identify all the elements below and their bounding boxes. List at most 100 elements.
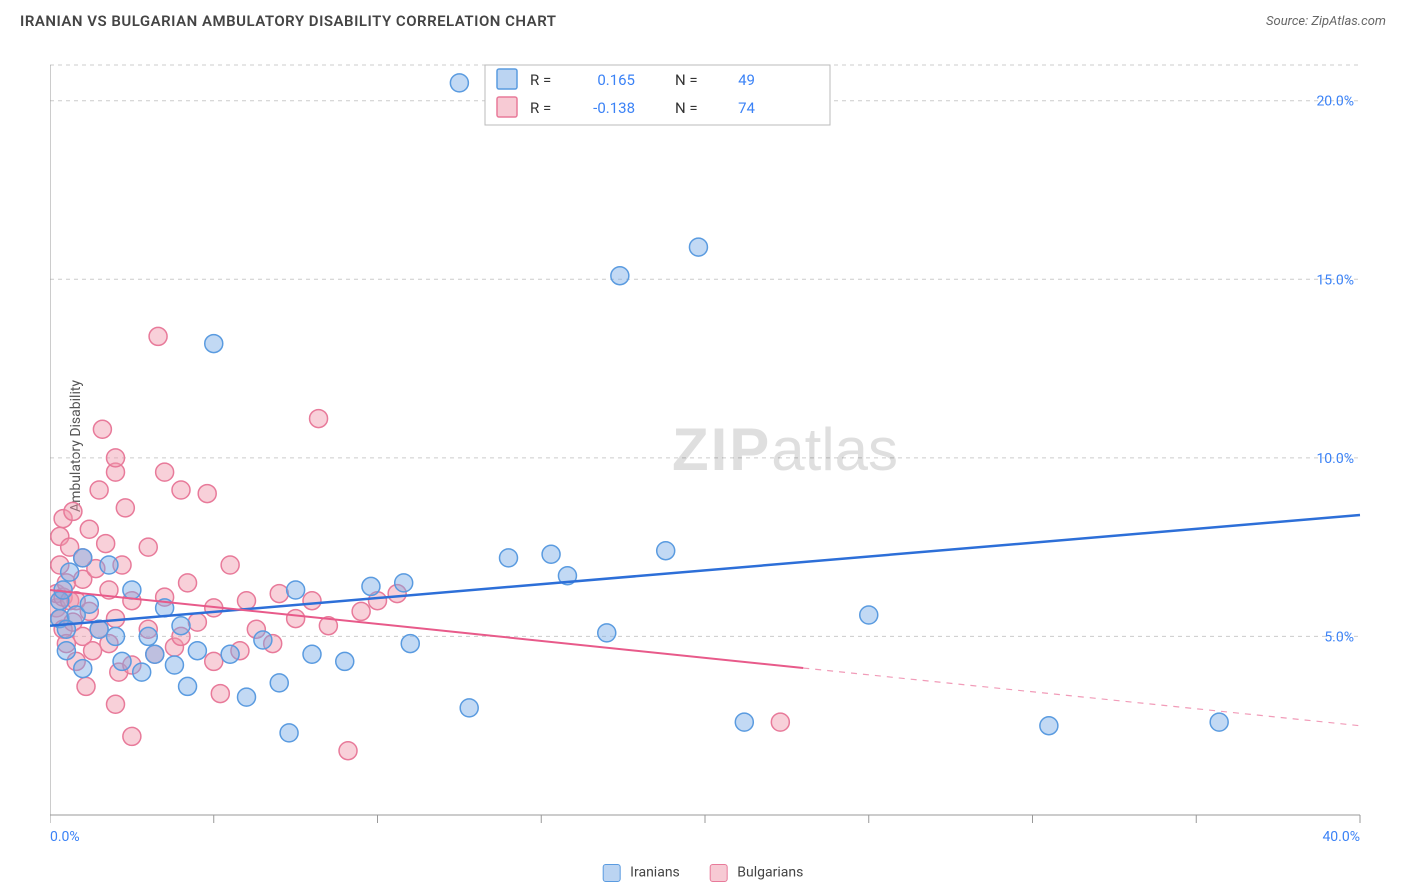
data-point	[352, 602, 370, 620]
data-point	[107, 449, 125, 467]
data-point	[205, 335, 223, 353]
data-point	[221, 645, 239, 663]
legend-item-bulgarians: Bulgarians	[710, 864, 804, 882]
legend-r-value: -0.138	[593, 99, 635, 117]
data-point	[657, 542, 675, 560]
chart-title: IRANIAN VS BULGARIAN AMBULATORY DISABILI…	[20, 12, 556, 30]
data-point	[146, 645, 164, 663]
data-point	[611, 267, 629, 285]
data-point	[80, 595, 98, 613]
data-point	[64, 502, 82, 520]
data-point	[310, 410, 328, 428]
data-point	[100, 556, 118, 574]
data-point	[188, 642, 206, 660]
data-point	[107, 695, 125, 713]
data-point	[133, 663, 151, 681]
data-point	[84, 642, 102, 660]
data-point	[74, 549, 92, 567]
data-point	[188, 613, 206, 631]
legend-swatch-icon	[497, 69, 517, 89]
data-point	[362, 577, 380, 595]
data-point	[139, 538, 157, 556]
swatch-pink-icon	[710, 864, 728, 882]
data-point	[74, 660, 92, 678]
data-point	[149, 327, 167, 345]
legend-r-label: R =	[530, 71, 551, 89]
data-point	[77, 677, 95, 695]
trend-line	[50, 515, 1360, 626]
bottom-legend: Iranians Bulgarians	[603, 864, 804, 882]
data-point	[401, 635, 419, 653]
data-point	[771, 713, 789, 731]
ytick-label: 15.0%	[1316, 272, 1354, 288]
data-point	[123, 581, 141, 599]
source-label: Source: ZipAtlas.com	[1266, 14, 1386, 29]
scatter-plot: 5.0% 10.0% 15.0% 20.0% 0.0% 40.0% ZIPatlas R = 0…	[50, 55, 1386, 842]
data-point	[198, 485, 216, 503]
data-point	[238, 688, 256, 706]
data-point	[254, 631, 272, 649]
data-point	[116, 499, 134, 517]
data-point	[500, 549, 518, 567]
data-point	[287, 610, 305, 628]
legend-r-label: R =	[530, 99, 551, 117]
data-point	[205, 652, 223, 670]
ytick-label: 5.0%	[1324, 629, 1354, 645]
legend-r-value: 0.165	[597, 71, 635, 89]
data-point	[270, 674, 288, 692]
data-point	[303, 645, 321, 663]
data-point	[172, 617, 190, 635]
data-point	[336, 652, 354, 670]
data-point	[179, 677, 197, 695]
data-point	[598, 624, 616, 642]
data-point	[139, 627, 157, 645]
data-point	[542, 545, 560, 563]
data-point	[303, 592, 321, 610]
data-point	[1040, 717, 1058, 735]
legend-swatch-icon	[497, 97, 517, 117]
data-point	[460, 699, 478, 717]
data-point	[221, 556, 239, 574]
legend-n-label: N =	[675, 71, 698, 89]
data-point	[123, 727, 141, 745]
data-point	[287, 581, 305, 599]
data-point	[395, 574, 413, 592]
data-point	[113, 652, 131, 670]
xtick-label: 0.0%	[50, 829, 80, 842]
data-point	[238, 592, 256, 610]
data-point	[80, 520, 98, 538]
data-point	[450, 74, 468, 92]
legend-n-label: N =	[675, 99, 698, 117]
data-point	[1210, 713, 1228, 731]
ytick-label: 20.0%	[1316, 94, 1354, 110]
legend-label-iranians: Iranians	[630, 865, 680, 881]
data-point	[179, 574, 197, 592]
swatch-blue-icon	[603, 864, 621, 882]
legend-n-value: 74	[738, 99, 755, 117]
data-point	[107, 627, 125, 645]
header: IRANIAN VS BULGARIAN AMBULATORY DISABILI…	[0, 0, 1406, 38]
ytick-label: 10.0%	[1316, 451, 1354, 467]
legend-n-value: 49	[738, 71, 755, 89]
chart-area: 5.0% 10.0% 15.0% 20.0% 0.0% 40.0% ZIPatlas R = 0…	[50, 55, 1386, 842]
data-point	[270, 585, 288, 603]
trend-line-dashed	[803, 668, 1360, 726]
data-point	[97, 535, 115, 553]
data-point	[90, 481, 108, 499]
data-point	[689, 238, 707, 256]
data-point	[172, 481, 190, 499]
data-point	[57, 642, 75, 660]
watermark: ZIPatlas	[672, 416, 898, 483]
data-point	[165, 656, 183, 674]
data-point	[339, 742, 357, 760]
xtick-label: 40.0%	[1322, 829, 1360, 842]
legend-label-bulgarians: Bulgarians	[737, 865, 803, 881]
data-point	[61, 563, 79, 581]
data-point	[860, 606, 878, 624]
legend-item-iranians: Iranians	[603, 864, 680, 882]
data-point	[735, 713, 753, 731]
data-point	[280, 724, 298, 742]
data-point	[211, 685, 229, 703]
data-point	[156, 463, 174, 481]
data-point	[93, 420, 111, 438]
